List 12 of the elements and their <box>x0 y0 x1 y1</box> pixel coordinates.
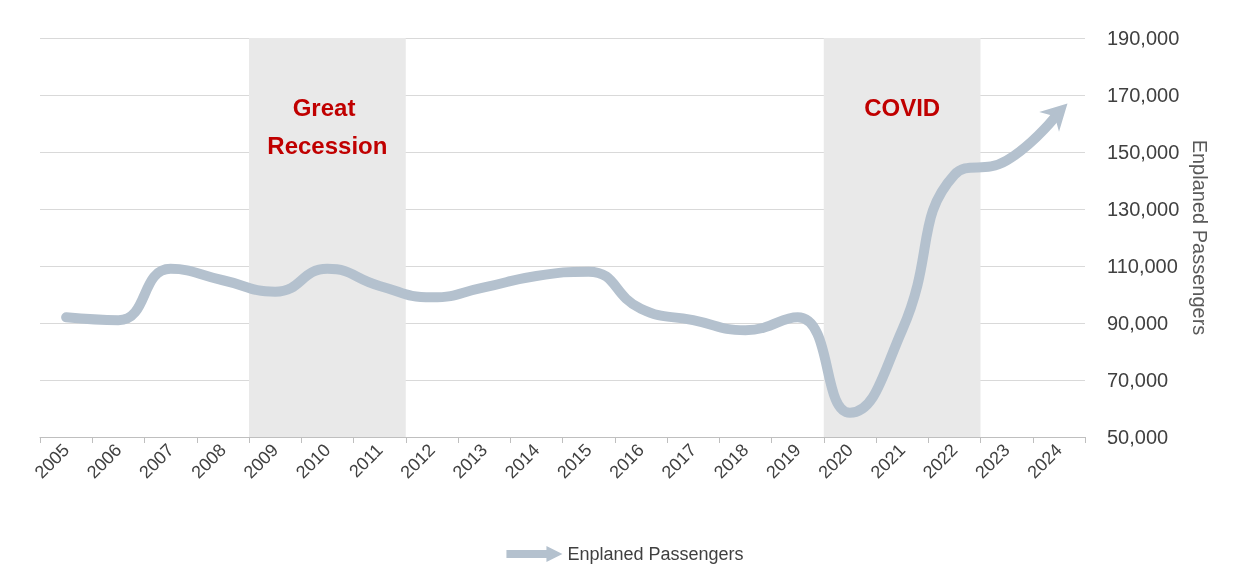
y-tick-label: 50,000 <box>1107 426 1169 448</box>
band-label: COVID <box>864 93 941 121</box>
y-tick-label: 90,000 <box>1107 312 1169 334</box>
y-tick-label: 70,000 <box>1107 369 1169 391</box>
y-tick-label: 190,000 <box>1107 27 1180 49</box>
y-tick-label: 170,000 <box>1107 84 1180 106</box>
band-label: Great Recession <box>267 93 388 159</box>
legend-label: Enplaned Passengers <box>567 544 744 564</box>
y-tick-label: 130,000 <box>1107 198 1180 220</box>
y-axis-title: Enplaned Passengers <box>1189 139 1212 336</box>
y-tick-label: 110,000 <box>1107 255 1178 277</box>
y-tick-label: 150,000 <box>1107 141 1180 163</box>
